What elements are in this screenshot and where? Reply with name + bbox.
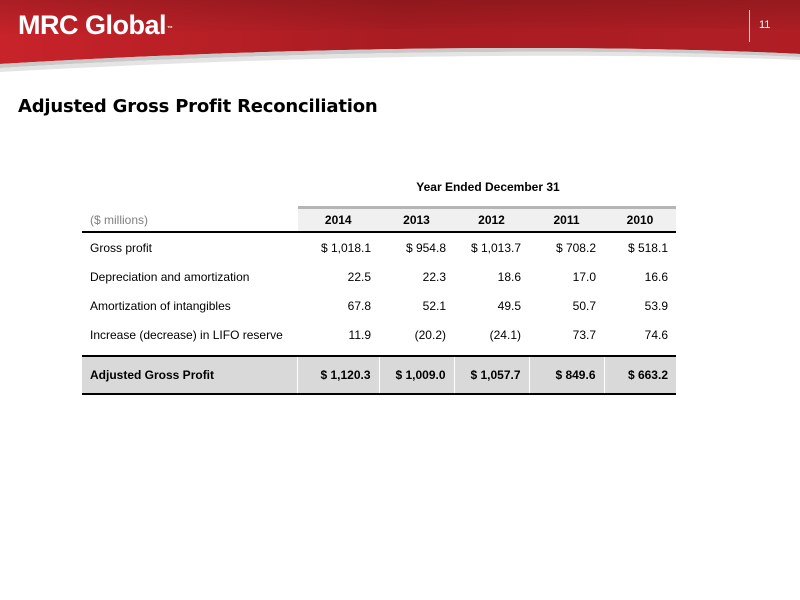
slide-title: Adjusted Gross Profit Reconciliation — [18, 96, 378, 117]
row-label: Gross profit — [90, 240, 153, 255]
total-cell: $ 849.6 — [528, 355, 604, 395]
table-cell: $ 1,013.7 — [470, 240, 521, 255]
table-cell: 53.9 — [644, 298, 668, 313]
reconciliation-table: ($ millions) 2014 2013 2012 2011 2010 Gr… — [82, 206, 676, 395]
table-cell: 52.1 — [422, 298, 446, 313]
total-row: Adjusted Gross Profit $ 1,120.3 $ 1,009.… — [82, 355, 676, 395]
table-cell: 11.9 — [348, 327, 371, 342]
total-cell: $ 663.2 — [603, 355, 676, 395]
table-cell: $ 518.1 — [627, 240, 668, 255]
table-cell: (20.2) — [414, 327, 446, 342]
row-label: Depreciation and amortization — [90, 269, 250, 284]
table-cell: $ 1,018.1 — [320, 240, 371, 255]
table-cell: (24.1) — [489, 327, 521, 342]
units-label: ($ millions) — [82, 206, 297, 233]
table-cell: 74.6 — [644, 327, 668, 342]
table-cell: 22.3 — [422, 269, 446, 284]
table-cell: 17.0 — [572, 269, 596, 284]
year-header: 2010 — [604, 206, 676, 233]
year-header: 2013 — [379, 206, 454, 233]
table-row: Depreciation and amortization 22.5 22.3 … — [82, 262, 676, 291]
trademark-mark: ™ — [167, 26, 173, 32]
table-row: Increase (decrease) in LIFO reserve 11.9… — [82, 320, 676, 349]
table-row: Gross profit $ 1,018.1 $ 954.8 $ 1,013.7… — [82, 232, 676, 262]
table-cell: 73.7 — [572, 327, 596, 342]
table-header-row: ($ millions) 2014 2013 2012 2011 2010 — [82, 206, 676, 233]
table-cell: 18.6 — [497, 269, 521, 284]
total-cell: $ 1,057.7 — [453, 355, 529, 395]
page-number-divider — [749, 10, 750, 42]
table-cell: 22.5 — [347, 269, 371, 284]
total-cell: $ 1,009.0 — [378, 355, 454, 395]
table-cell: 49.5 — [497, 298, 521, 313]
table-cell: $ 954.8 — [405, 240, 446, 255]
year-header: 2012 — [454, 206, 529, 233]
period-heading: Year Ended December 31 — [416, 180, 560, 194]
banner-graphic — [0, 0, 800, 72]
table-cell: $ 708.2 — [555, 240, 596, 255]
total-label: Adjusted Gross Profit — [82, 355, 297, 395]
header-banner: MRC Global™ 11 — [0, 0, 800, 80]
table-row: Amortization of intangibles 67.8 52.1 49… — [82, 291, 676, 320]
total-cell: $ 1,120.3 — [296, 355, 379, 395]
row-label: Increase (decrease) in LIFO reserve — [90, 327, 283, 342]
mrc-global-logo: MRC Global™ — [18, 8, 173, 42]
spacer-cell — [82, 349, 676, 356]
table-cell: 16.6 — [644, 269, 668, 284]
page-number: 11 — [759, 19, 771, 31]
logo-text: MRC Global — [18, 10, 167, 40]
table-cell: 67.8 — [347, 298, 371, 313]
table-cell: 50.7 — [572, 298, 596, 313]
spacer-row — [82, 349, 676, 356]
year-header: 2011 — [529, 206, 604, 233]
year-header: 2014 — [296, 206, 379, 233]
row-label: Amortization of intangibles — [90, 298, 231, 313]
